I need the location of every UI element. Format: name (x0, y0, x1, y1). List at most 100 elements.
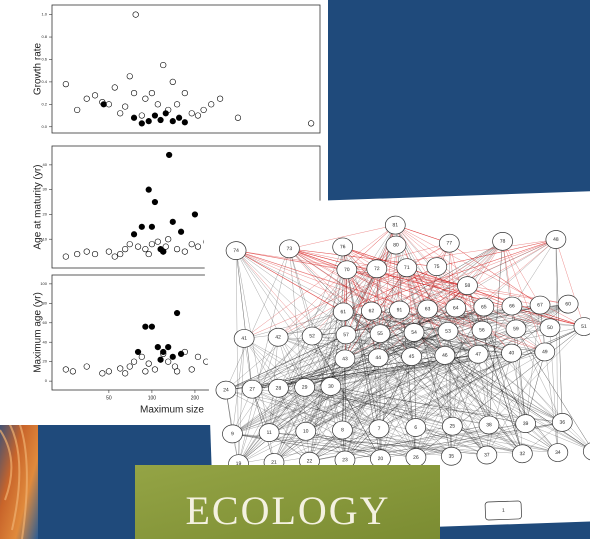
node-label: 8 (341, 427, 344, 433)
filled-point (178, 351, 184, 357)
node-label: 55 (377, 331, 383, 337)
y-tick-label: 20 (43, 359, 48, 364)
y-tick-label: 60 (43, 320, 48, 325)
filled-point (176, 115, 182, 121)
filled-point (139, 121, 145, 127)
node-label: 78 (500, 239, 506, 245)
node-label: 47 (475, 351, 481, 357)
node-label: 48 (553, 237, 559, 243)
node-label: 46 (442, 353, 448, 359)
journal-title: ECOLOGY (185, 488, 390, 533)
node-label: 53 (445, 329, 451, 335)
node-label: 54 (411, 330, 417, 336)
filled-point (152, 199, 158, 205)
node-label: 70 (344, 267, 350, 273)
node-label: 24 (223, 387, 229, 393)
filled-point (135, 349, 141, 355)
y-axis-label: Growth rate (33, 42, 44, 95)
node-label: 22 (307, 458, 313, 464)
node-label: 39 (523, 421, 529, 427)
node-label: 72 (374, 266, 380, 272)
node-label: 35 (449, 453, 455, 459)
y-tick-label: 40 (43, 339, 48, 344)
filled-point (170, 354, 176, 360)
node-label: 59 (513, 326, 519, 332)
filled-point (182, 119, 188, 125)
node-label: 50 (547, 325, 553, 331)
filled-point (166, 152, 172, 158)
filled-point (160, 249, 166, 255)
bottom-node-label: 1 (502, 508, 505, 514)
filled-point (149, 324, 155, 330)
y-tick-label: 20 (43, 211, 48, 216)
node-label: 23 (342, 457, 348, 463)
node-label: 26 (413, 455, 419, 461)
filled-point (139, 224, 145, 230)
node-label: 37 (484, 452, 490, 458)
node-label: 11 (266, 430, 272, 436)
node-label: 71 (404, 265, 410, 271)
filled-point (170, 118, 176, 124)
node-label: 73 (287, 246, 293, 252)
node-label: 51 (581, 324, 587, 330)
node-label: 63 (425, 306, 431, 312)
node-label: 32 (519, 451, 525, 457)
node-label: 57 (343, 332, 349, 338)
y-tick-label: 30 (43, 187, 48, 192)
filled-point (160, 349, 166, 355)
node-label: 61 (340, 309, 346, 315)
node-label: 66 (509, 303, 515, 309)
filled-point (146, 187, 152, 193)
y-tick-label: 80 (43, 300, 48, 305)
filled-point (158, 357, 164, 363)
node-label: 9 (231, 431, 234, 437)
node-label: 27 (249, 386, 255, 392)
y-tick-label: 10 (43, 236, 48, 241)
node-label: 45 (409, 354, 415, 360)
x-tick-label: 50 (106, 395, 112, 401)
filled-point (143, 324, 149, 330)
node-label: 77 (446, 240, 452, 246)
node-label: 62 (369, 308, 375, 314)
node-label: 49 (542, 349, 548, 355)
filled-point (178, 229, 184, 235)
filled-point (152, 113, 158, 119)
filled-point (170, 219, 176, 225)
x-tick-label: 100 (148, 395, 157, 401)
node-label: 67 (537, 302, 543, 308)
filled-point (158, 117, 164, 123)
y-tick-label: 0.2 (41, 101, 47, 106)
node-label: 21 (271, 460, 277, 466)
node-label: 64 (453, 305, 459, 311)
filled-point (155, 344, 161, 350)
node-label: 58 (465, 283, 471, 289)
filled-point (165, 344, 171, 350)
node-label: 76 (340, 244, 346, 250)
node-label: 91 (397, 307, 403, 313)
node-label: 34 (555, 450, 561, 456)
node-label: 10 (303, 429, 309, 435)
cover-banner: ECOLOGY (135, 465, 440, 539)
y-tick-label: 0.4 (41, 79, 47, 84)
filled-point (192, 212, 198, 218)
node-label: 40 (509, 350, 515, 356)
node-label: 20 (378, 456, 384, 462)
filled-point (149, 224, 155, 230)
x-axis-label: Maximum size (140, 405, 204, 416)
filled-point (131, 115, 137, 121)
page: { "scatter_figure": { "x_axis": {"label"… (0, 0, 590, 539)
node-label: 29 (302, 385, 308, 391)
node-label: 56 (479, 327, 485, 333)
node-label: 81 (392, 222, 398, 228)
node-label: 25 (449, 423, 455, 429)
filled-point (146, 118, 152, 124)
y-tick-label: 100 (40, 281, 47, 286)
node-label: 60 (565, 301, 571, 307)
node-label: 6 (414, 425, 417, 431)
node-label: 30 (328, 384, 334, 390)
filled-point (174, 310, 180, 316)
x-tick-label: 200 (191, 395, 200, 401)
node-label: 65 (481, 304, 487, 310)
node-label: 74 (233, 248, 239, 254)
y-tick-label: 0.0 (41, 124, 47, 129)
